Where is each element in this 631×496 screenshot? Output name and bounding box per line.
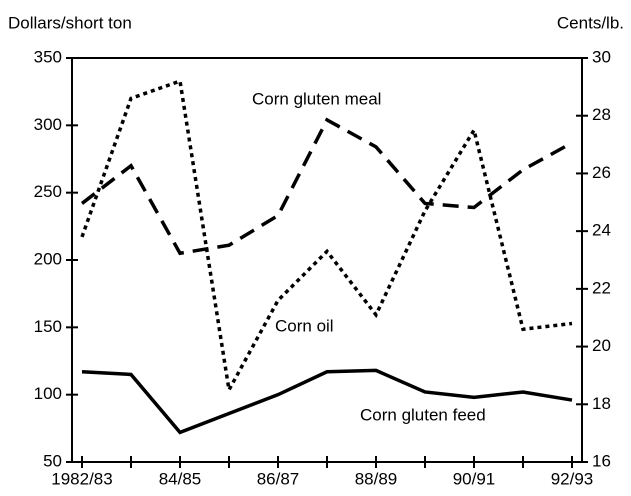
y-tick-label: 350 xyxy=(34,47,62,66)
y2-tick-label: 22 xyxy=(592,278,611,297)
y2-axis-label: Cents/lb. xyxy=(557,13,624,32)
x-tick-label: 84/85 xyxy=(159,469,202,488)
y2-tick-label: 18 xyxy=(592,394,611,413)
y-axis-label: Dollars/short ton xyxy=(8,13,132,32)
series-line xyxy=(81,368,573,435)
x-tick-label: 1982/83 xyxy=(51,469,112,488)
y-tick-label: 150 xyxy=(34,317,62,336)
series-label: Corn oil xyxy=(275,316,334,335)
series-line xyxy=(80,78,573,396)
series-line xyxy=(80,117,573,256)
x-tick-label: 88/89 xyxy=(355,469,398,488)
x-tick-label: 92/93 xyxy=(551,469,594,488)
y-tick-label: 50 xyxy=(43,451,62,470)
y2-tick-label: 28 xyxy=(592,105,611,124)
y-tick-label: 200 xyxy=(34,249,62,268)
series-label: Corn gluten feed xyxy=(360,405,486,424)
series-label: Corn gluten meal xyxy=(252,89,381,108)
y-tick-label: 100 xyxy=(34,384,62,403)
y-tick-label: 250 xyxy=(34,182,62,201)
y2-tick-label: 24 xyxy=(592,221,611,240)
y2-tick-label: 26 xyxy=(592,163,611,182)
x-tick-label: 90/91 xyxy=(453,469,496,488)
y-tick-label: 300 xyxy=(34,115,62,134)
y2-tick-label: 30 xyxy=(592,47,611,66)
y2-tick-label: 16 xyxy=(592,451,611,470)
x-tick-label: 86/87 xyxy=(257,469,300,488)
y2-tick-label: 20 xyxy=(592,336,611,355)
